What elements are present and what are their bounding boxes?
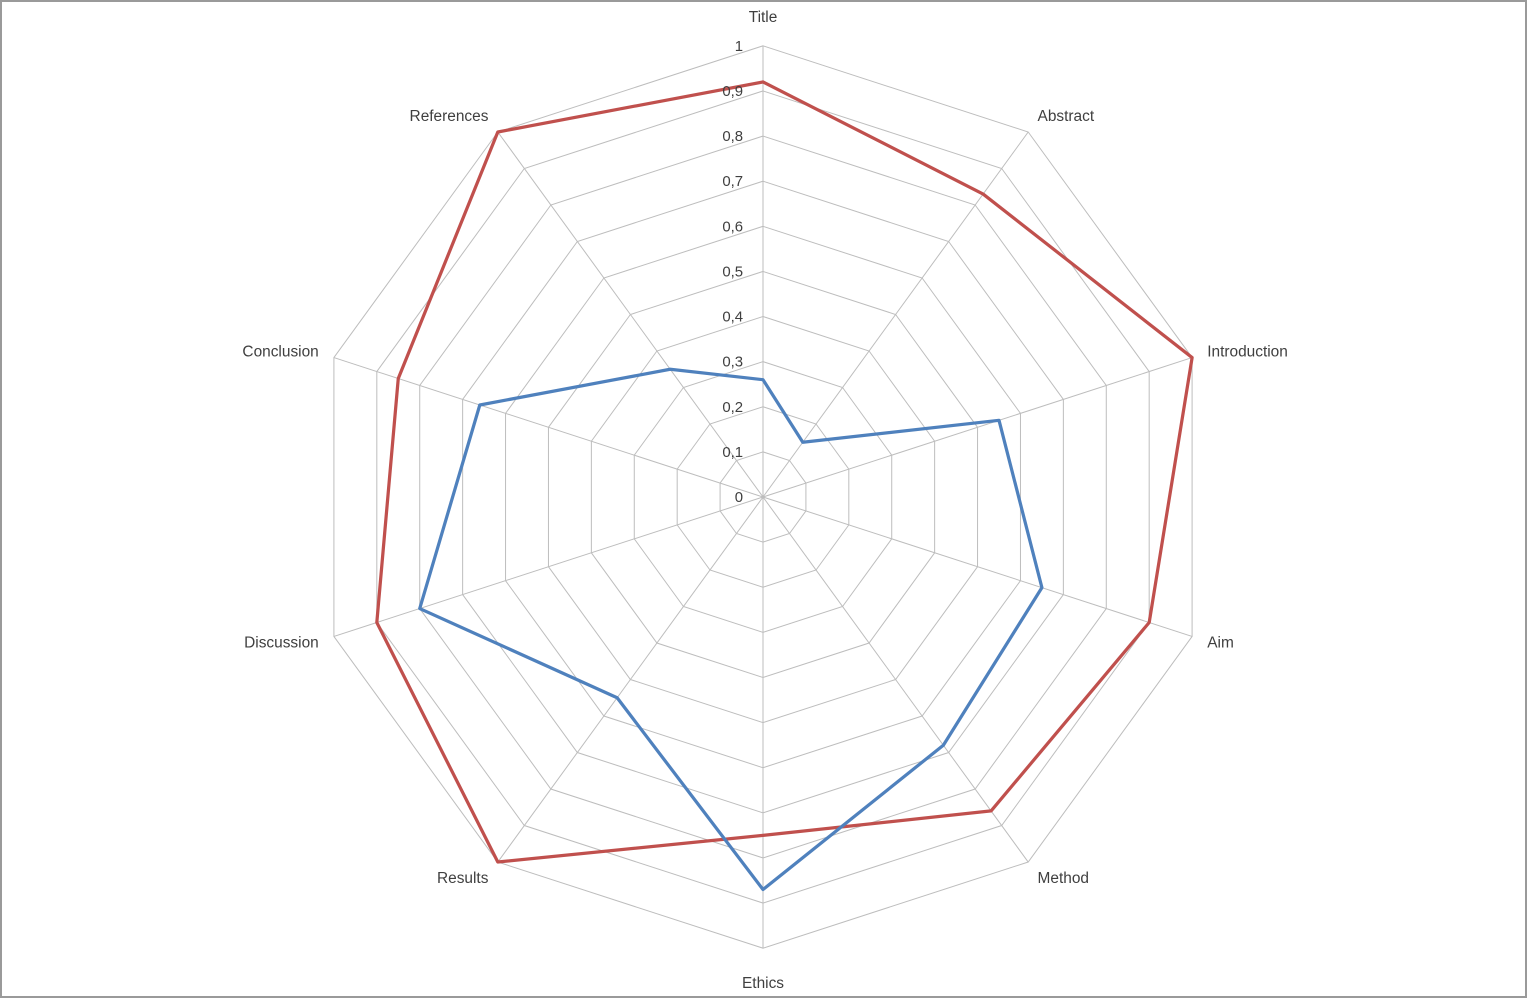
tick-label: 0,7 [722, 173, 743, 190]
tick-label: 1 [735, 38, 743, 55]
axis-label-discussion: Discussion [244, 635, 319, 652]
axis-label-conclusion: Conclusion [242, 343, 318, 360]
tick-label: 0,2 [722, 399, 743, 416]
axis-spoke-discussion [333, 496, 764, 637]
tick-label: 0,5 [722, 263, 743, 280]
axis-label-abstract: Abstract [1038, 108, 1095, 125]
axis-label-title: Title [749, 9, 778, 26]
axis-spoke-method [762, 496, 1029, 863]
tick-label: 0,8 [722, 128, 743, 145]
axis-label-introduction: Introduction [1207, 343, 1288, 360]
axis-spoke-aim [762, 496, 1193, 637]
axis-label-ethics: Ethics [742, 975, 784, 992]
axis-label-method: Method [1038, 870, 1089, 887]
axis-spoke-introduction [762, 357, 1193, 498]
tick-label: 0 [735, 489, 743, 506]
tick-label: 0,9 [722, 83, 743, 100]
tick-label: 0,3 [722, 354, 743, 371]
axis-spoke-conclusion [333, 357, 764, 498]
axis-label-results: Results [437, 870, 489, 887]
tick-label: 0,4 [722, 309, 743, 326]
axis-spoke-references [497, 131, 764, 498]
series-line-blue [418, 367, 1044, 892]
series-line-red [375, 80, 1194, 864]
tick-label: 0,1 [722, 444, 743, 461]
axis-label-aim: Aim [1207, 635, 1234, 652]
tick-label: 0,6 [722, 218, 743, 235]
axis-label-references: References [410, 108, 489, 125]
axis-spoke-results [497, 496, 764, 863]
